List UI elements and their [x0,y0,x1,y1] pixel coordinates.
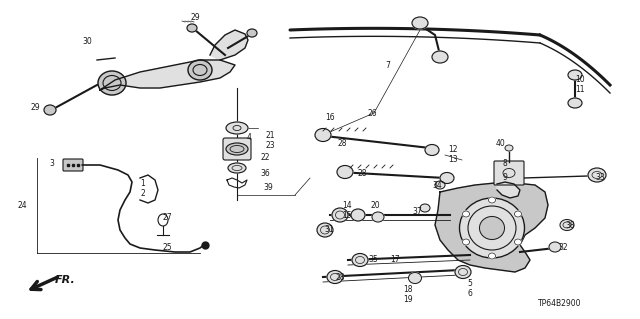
Ellipse shape [98,71,126,95]
Ellipse shape [568,98,582,108]
Text: 14: 14 [342,201,352,210]
Ellipse shape [408,272,422,284]
Text: 28: 28 [335,273,345,283]
FancyBboxPatch shape [63,159,83,171]
Ellipse shape [226,143,248,155]
Text: 5: 5 [468,278,472,287]
FancyBboxPatch shape [494,161,524,185]
Polygon shape [497,182,520,198]
Ellipse shape [463,239,470,245]
Ellipse shape [420,204,430,212]
Ellipse shape [412,17,428,29]
Text: 29: 29 [190,13,200,23]
Text: 36: 36 [260,168,270,177]
Ellipse shape [435,181,445,189]
Text: 10: 10 [575,76,585,85]
Polygon shape [100,60,235,90]
Ellipse shape [515,239,522,245]
Ellipse shape [549,242,561,252]
Ellipse shape [460,198,525,258]
Text: 37: 37 [412,207,422,217]
Text: 30: 30 [82,38,92,47]
Ellipse shape [228,163,246,173]
Ellipse shape [488,197,495,203]
Ellipse shape [327,271,343,284]
Ellipse shape [488,253,495,259]
Text: 7: 7 [385,61,390,70]
Text: 38: 38 [565,220,575,229]
Text: 24: 24 [17,201,27,210]
Ellipse shape [568,70,582,80]
Text: 25: 25 [162,243,172,253]
Text: 34: 34 [432,181,442,189]
Ellipse shape [560,219,574,231]
Text: 31: 31 [324,226,334,234]
Ellipse shape [187,24,197,32]
Text: 29: 29 [30,103,40,113]
Text: 6: 6 [468,288,472,298]
Text: 40: 40 [496,138,506,147]
Ellipse shape [515,211,522,217]
Ellipse shape [337,166,353,179]
Text: 18: 18 [403,286,413,294]
Text: 2: 2 [141,189,145,197]
Ellipse shape [226,122,248,134]
Ellipse shape [188,60,212,80]
Ellipse shape [315,129,331,142]
Text: 12: 12 [448,145,458,154]
Ellipse shape [440,173,454,183]
Ellipse shape [351,209,365,221]
Text: 28: 28 [357,168,367,177]
Text: 39: 39 [263,183,273,192]
Text: FR.: FR. [55,275,76,285]
Ellipse shape [455,265,471,278]
Ellipse shape [505,145,513,151]
Ellipse shape [317,223,333,237]
Text: 23: 23 [265,140,275,150]
Text: 19: 19 [403,295,413,305]
Text: TP64B2900: TP64B2900 [538,299,582,308]
Ellipse shape [425,145,439,155]
Ellipse shape [479,217,504,240]
Text: 26: 26 [367,108,377,117]
Text: 4: 4 [246,133,252,143]
FancyBboxPatch shape [223,138,251,160]
Text: 9: 9 [502,174,508,182]
Ellipse shape [372,212,384,222]
Text: 32: 32 [558,243,568,253]
Ellipse shape [332,208,348,222]
Text: 15: 15 [342,211,352,219]
Text: 13: 13 [448,155,458,165]
Text: 33: 33 [595,174,605,182]
Text: 17: 17 [390,256,400,264]
Text: 1: 1 [141,179,145,188]
Ellipse shape [352,254,368,266]
Text: 27: 27 [162,213,172,222]
Ellipse shape [432,51,448,63]
Text: 8: 8 [502,159,508,167]
Text: 3: 3 [49,159,54,167]
Polygon shape [435,183,548,272]
Ellipse shape [247,29,257,37]
Text: 16: 16 [325,114,335,122]
Text: 28: 28 [337,138,347,147]
Ellipse shape [44,105,56,115]
Ellipse shape [463,211,470,217]
Ellipse shape [588,168,606,182]
Text: 20: 20 [370,201,380,210]
Text: 21: 21 [265,130,275,139]
Text: 22: 22 [260,153,269,162]
Text: 35: 35 [368,256,378,264]
Text: 11: 11 [575,85,585,94]
Polygon shape [210,30,248,60]
